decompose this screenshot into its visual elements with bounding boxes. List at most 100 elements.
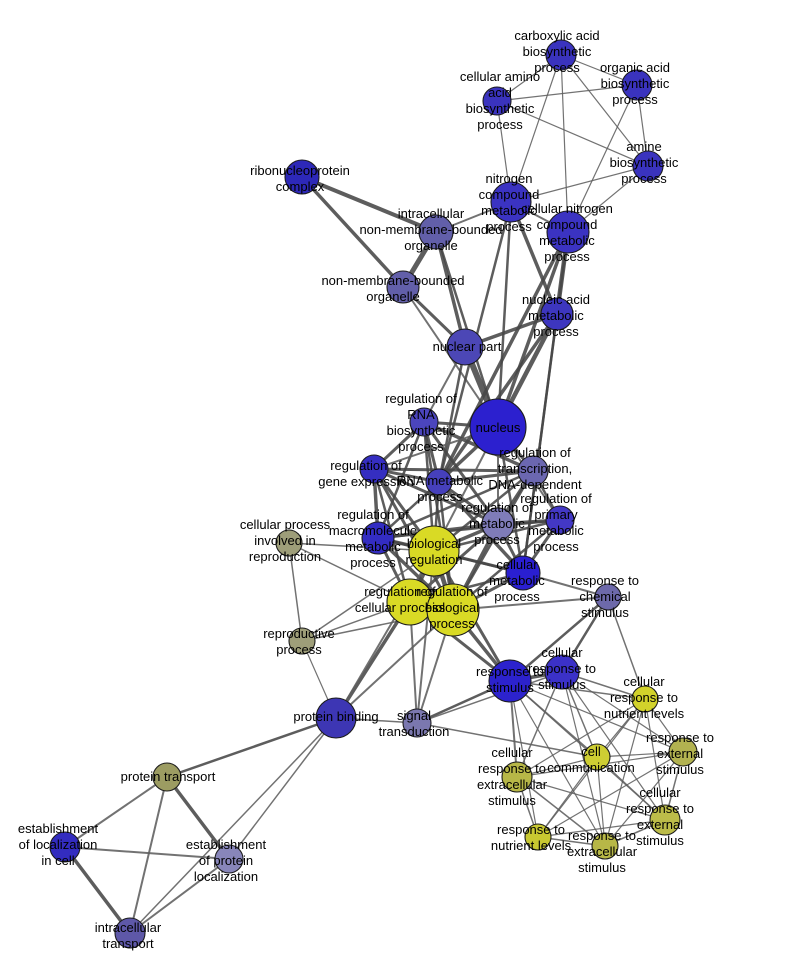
- edge-crn-rx: [604, 698, 646, 847]
- node-label-cn: cellular nitrogen compound metabolic proces…: [521, 201, 613, 264]
- node-nu[interactable]: nucleus: [469, 398, 527, 456]
- node-rn[interactable]: response to nutrient levels: [524, 823, 552, 851]
- node-label-cmp: cellular metabolic process: [489, 557, 545, 604]
- edge-rna-rtd: [437, 469, 535, 484]
- edge-ca-nc: [510, 54, 562, 203]
- node-no[interactable]: non-membrane-bounded organelle: [386, 270, 420, 304]
- node-label-rcp: regulation of cellular process: [355, 584, 446, 615]
- edge-pb-ep: [228, 717, 337, 860]
- edge-crs-cre: [516, 671, 563, 778]
- node-np[interactable]: nuclear part: [446, 328, 484, 366]
- node-rx[interactable]: response to extracellular stimulus: [591, 832, 619, 860]
- edge-oa-aa: [496, 84, 638, 102]
- edge-rcs-crn: [607, 596, 646, 700]
- node-crn[interactable]: cellular response to nutrient levels: [631, 685, 659, 713]
- node-label-np: nuclear part: [433, 339, 502, 354]
- node-label-aa: cellular amino acid biosynthetic process: [460, 69, 540, 132]
- node-label-cc: cell communication: [547, 744, 634, 775]
- node-rmm[interactable]: regulation of macromolecule metabolic pr…: [361, 521, 395, 555]
- node-ep[interactable]: establishment of protein localization: [214, 844, 244, 874]
- node-label-st: signal transduction: [379, 708, 450, 739]
- node-label-nu: nucleus: [476, 420, 521, 435]
- edge-na-cmp: [521, 312, 559, 575]
- node-label-rtd: regulation of transcription, DNA-dependent: [488, 445, 582, 492]
- edge-rb-io: [300, 175, 438, 234]
- node-label-rpm: regulation of primary metabolic process: [520, 491, 592, 554]
- node-rs[interactable]: response to stimulus: [488, 659, 532, 703]
- edge-np-rna: [437, 345, 467, 484]
- node-st[interactable]: signal transduction: [402, 708, 432, 738]
- node-aa[interactable]: cellular amino acid biosynthetic process: [482, 86, 512, 116]
- node-am[interactable]: amine biosynthetic process: [632, 150, 664, 182]
- edge-crn-cre: [516, 698, 646, 778]
- node-rb[interactable]: ribonucleoprotein complex: [284, 159, 320, 195]
- node-io[interactable]: intracellular non-membrane-bounded organ…: [418, 214, 454, 250]
- node-label-cpr: cellular process involved in reproduction: [240, 517, 331, 564]
- edge-rrb-rbp: [422, 420, 455, 612]
- node-rna[interactable]: RNA metabolic process: [425, 468, 453, 496]
- node-rrb[interactable]: regulation of RNA biosynthetic process: [409, 407, 439, 437]
- node-cc[interactable]: cell communication: [583, 743, 611, 771]
- node-label-rs: response to stimulus: [476, 664, 544, 695]
- nodes-layer: carboxylic acid biosynthetic process orga…: [49, 39, 698, 949]
- edge-pt-el: [64, 776, 168, 848]
- node-label-no: non-membrane-bounded organelle: [321, 273, 464, 304]
- edge-rs-rx: [509, 680, 606, 847]
- node-label-br: biological regulation: [405, 536, 462, 567]
- node-rcs[interactable]: response to chemical stimulus: [594, 583, 622, 611]
- node-label-crn: cellular response to nutrient levels: [604, 674, 685, 721]
- edge-rb-no: [300, 175, 405, 289]
- node-label-rn: response to nutrient levels: [491, 822, 572, 853]
- node-rpm[interactable]: regulation of primary metabolic process: [545, 505, 575, 535]
- node-label-el: establishment of localization in cell: [18, 821, 99, 868]
- node-oa[interactable]: organic acid biosynthetic process: [621, 69, 653, 101]
- node-label-rmm: regulation of macromolecule metabolic proce…: [329, 507, 417, 570]
- edge-re-rn: [537, 751, 684, 838]
- node-cmp[interactable]: cellular metabolic process: [505, 555, 541, 591]
- edge-na-rna: [437, 312, 559, 484]
- node-label-rna: RNA metabolic process: [397, 473, 483, 504]
- node-label-it: intracellular transport: [95, 920, 162, 951]
- node-re[interactable]: response to external stimulus: [668, 737, 698, 767]
- node-it[interactable]: intracellular transport: [114, 917, 146, 949]
- node-crs[interactable]: cellular response to stimulus: [544, 654, 580, 690]
- node-br[interactable]: biological regulation: [408, 525, 460, 577]
- node-el[interactable]: establishment of localization in cell: [49, 831, 81, 863]
- node-label-crx: cellular response to external stimulus: [626, 785, 694, 848]
- edge-crn-crx: [644, 698, 666, 821]
- node-cpr[interactable]: cellular process involved in reproductio…: [275, 529, 303, 557]
- node-pt[interactable]: protein transport: [152, 762, 182, 792]
- edge-pb-it: [129, 717, 337, 934]
- node-crx[interactable]: cellular response to external stimulus: [649, 804, 681, 836]
- node-cn[interactable]: cellular nitrogen compound metabolic pro…: [546, 210, 590, 254]
- node-nc[interactable]: nitrogen compound metabolic process: [490, 181, 532, 223]
- node-label-ep: establishment of protein localization: [186, 837, 267, 884]
- edge-am-nc: [510, 165, 649, 203]
- edge-cre-rx: [516, 776, 606, 847]
- node-rtd[interactable]: regulation of transcription, DNA-depende…: [517, 455, 549, 487]
- node-cre[interactable]: cellular response to extracellular stimu…: [501, 761, 533, 793]
- edge-crs-rx: [561, 671, 606, 847]
- node-label-crs: cellular response to stimulus: [528, 645, 596, 692]
- node-label-re: response to external stimulus: [646, 730, 714, 777]
- edge-ca-cn: [560, 54, 569, 233]
- node-rmp[interactable]: regulation of metabolic process: [481, 507, 515, 541]
- edge-st-crs: [416, 671, 563, 724]
- node-label-am: amine biosynthetic process: [610, 139, 679, 186]
- node-rge[interactable]: regulation of gene expression: [359, 454, 389, 484]
- node-na[interactable]: nucleic acid metabolic process: [540, 297, 574, 331]
- edge-cpr-rp: [288, 542, 303, 642]
- node-ca[interactable]: carboxylic acid biosynthetic process: [545, 39, 577, 71]
- node-rp[interactable]: reproductive process: [288, 627, 316, 655]
- node-pb[interactable]: protein binding: [315, 697, 357, 739]
- node-label-rge: regulation of gene expression: [318, 458, 413, 489]
- edge-rrb-rmp: [422, 420, 500, 526]
- edge-crx-rn: [537, 819, 666, 838]
- edge-rs-crn: [509, 680, 646, 700]
- edge-cre-crx: [516, 776, 666, 821]
- node-rbp[interactable]: regulation of biological process: [426, 583, 480, 637]
- node-label-rrb: regulation of RNA biosynthetic process: [385, 391, 457, 454]
- edge-nc-nu: [496, 200, 513, 429]
- node-label-rb: ribonucleoprotein complex: [250, 163, 350, 194]
